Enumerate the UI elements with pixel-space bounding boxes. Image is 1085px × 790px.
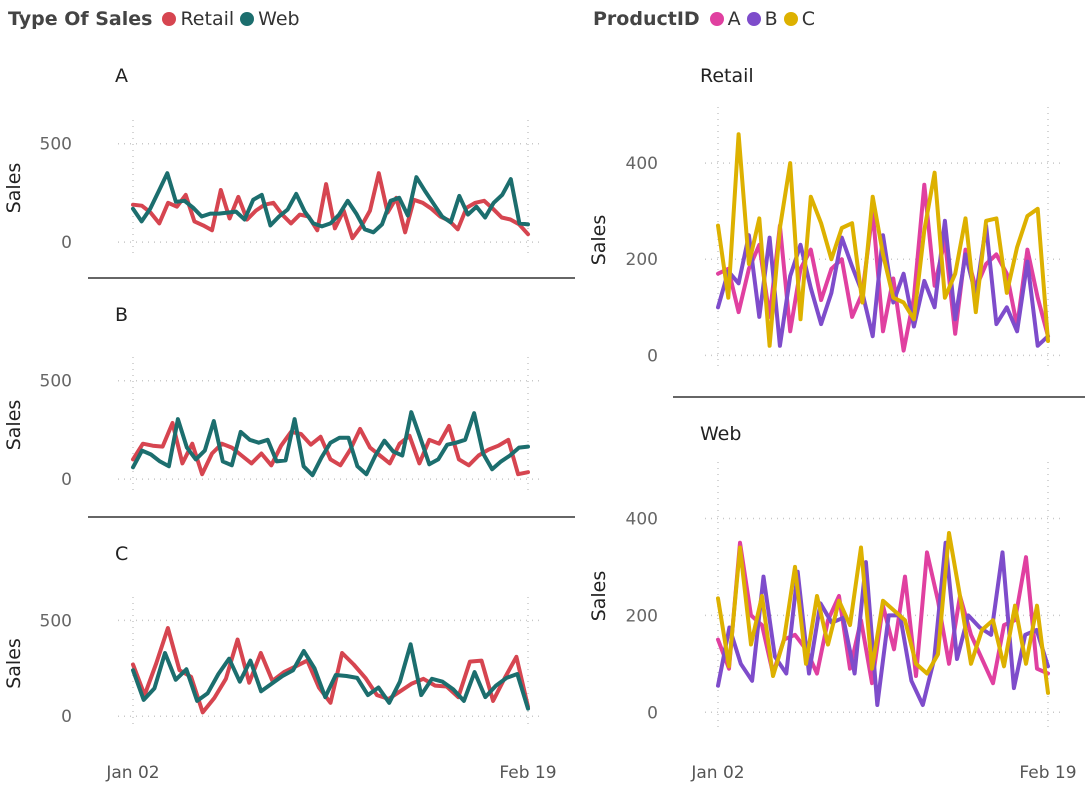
y-tick-label-c-500: 500 [40, 611, 72, 631]
legend-dot-retail-icon [162, 12, 177, 26]
series-line-a-web [131, 171, 530, 235]
panel-title-web: Web [700, 423, 741, 445]
panel-title-a: A [115, 65, 128, 87]
series-line-b-retail [131, 421, 530, 477]
series-line-c-web [131, 642, 530, 711]
x-tick-label-web-feb-19: Feb 19 [1019, 763, 1076, 783]
panel-title-c: C [115, 543, 128, 565]
legend-item-web[interactable]: Web [240, 8, 300, 30]
legend-item-c[interactable]: C [783, 8, 815, 30]
panel-title-retail: Retail [700, 65, 754, 87]
panel-title-b: B [115, 304, 128, 326]
legend-item-a[interactable]: A [709, 8, 741, 30]
y-axis-label-a: Sales [3, 163, 25, 214]
y-axis-label-retail: Sales [588, 215, 610, 266]
y-tick-label-a-500: 500 [40, 135, 72, 155]
y-tick-label-retail-200: 200 [626, 250, 658, 270]
y-axis-label-c: Sales [3, 638, 25, 689]
legend-item-retail[interactable]: Retail [162, 8, 234, 30]
y-tick-label-web-0: 0 [647, 703, 658, 723]
legend-dot-a-icon [709, 12, 724, 26]
legend-label-a: A [727, 8, 741, 30]
y-tick-label-b-500: 500 [40, 372, 72, 392]
legend-item-b[interactable]: B [746, 8, 778, 30]
y-tick-label-retail-0: 0 [647, 346, 658, 366]
y-tick-label-b-0: 0 [61, 470, 72, 490]
y-tick-label-a-0: 0 [61, 233, 72, 253]
y-axis-label-b: Sales [3, 400, 25, 451]
legend-dot-web-icon [240, 12, 255, 26]
legend-label-c: C [801, 8, 815, 30]
legend-type-of-sales: Type Of Sales Retail Web [8, 6, 306, 32]
legend-title: ProductID [593, 8, 700, 30]
x-tick-label-c-jan-02: Jan 02 [105, 763, 159, 783]
y-tick-label-web-200: 200 [626, 606, 658, 626]
series-line-c-retail [131, 626, 530, 715]
x-tick-label-c-feb-19: Feb 19 [499, 763, 556, 783]
y-axis-label-web: Sales [588, 571, 610, 622]
series-line-b-web [131, 410, 530, 478]
legend-dot-c-icon [783, 12, 798, 26]
legend-dot-b-icon [746, 12, 761, 26]
x-tick-label-web-jan-02: Jan 02 [690, 763, 744, 783]
legend-productid: ProductID A B C [593, 6, 821, 32]
legend-label-retail: Retail [180, 8, 235, 30]
series-line-a-retail [131, 171, 530, 241]
series-line-web-c [716, 531, 1050, 695]
y-tick-label-retail-400: 400 [626, 154, 658, 174]
legend-title: Type Of Sales [8, 8, 153, 30]
y-tick-label-c-0: 0 [61, 707, 72, 727]
legend-label-web: Web [258, 8, 300, 30]
series-line-retail-c [716, 132, 1050, 348]
legend-label-b: B [764, 8, 778, 30]
y-tick-label-web-400: 400 [626, 509, 658, 529]
series-line-retail-b [716, 218, 1050, 348]
